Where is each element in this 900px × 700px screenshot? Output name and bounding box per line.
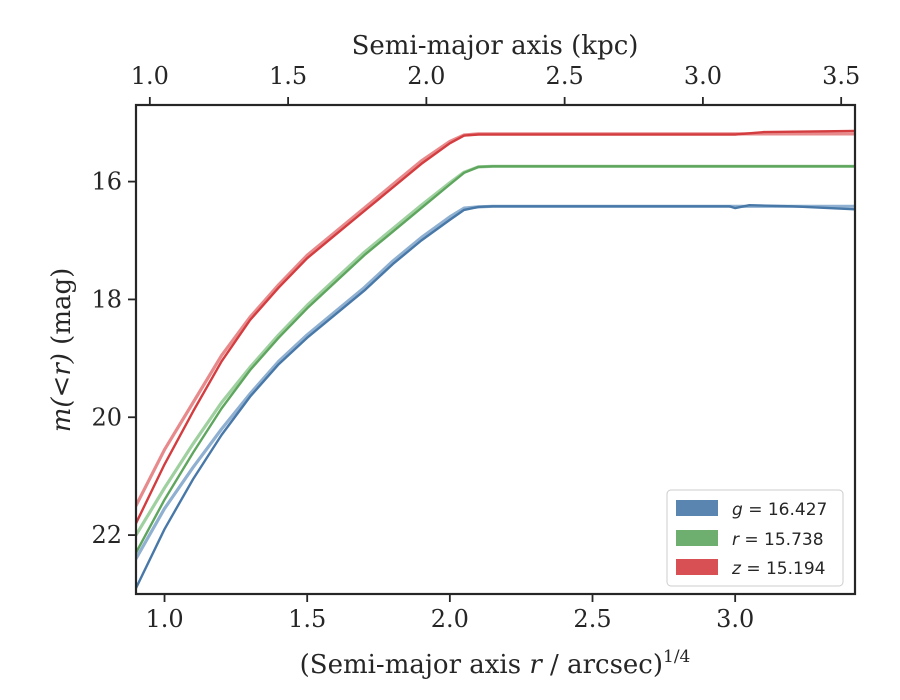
- x-axis-label-suffix: / arcsec): [542, 650, 663, 680]
- top-x-tick-label: 1.0: [131, 62, 169, 90]
- y-axis-label-open: (<: [47, 376, 77, 408]
- top-x-tick-label: 2.5: [546, 62, 584, 90]
- legend-entry-g: g = 16.427: [676, 500, 827, 520]
- x-tick-label: 2.5: [573, 605, 611, 633]
- bottom-x-axis: 1.0 1.5 2.0 2.5 3.0: [145, 594, 754, 633]
- x-tick-label: 3.0: [716, 605, 754, 633]
- y-axis-label-m: m: [47, 408, 77, 433]
- y-tick-label: 16: [91, 168, 122, 196]
- top-x-tick-label: 3.0: [684, 62, 722, 90]
- legend-value-r: = 15.738: [739, 530, 824, 550]
- y-axis: 16 18 20 22: [91, 168, 136, 549]
- series-line-r: [136, 165, 855, 554]
- legend-swatch-z: [676, 559, 718, 575]
- x-axis-label-prefix: (Semi-major axis: [300, 650, 530, 680]
- y-tick-label: 22: [91, 521, 122, 549]
- y-axis-label: m(<r) (mag): [47, 268, 77, 433]
- top-x-axis-label: Semi-major axis (kpc): [352, 31, 639, 61]
- top-x-axis: 1.0 1.5 2.0 2.5 3.0 3.5: [131, 62, 860, 105]
- plot-frame: [134, 103, 857, 596]
- legend-value-g: = 16.427: [743, 500, 828, 520]
- legend-swatch-r: [676, 530, 718, 546]
- legend-swatch-g: [676, 500, 718, 516]
- model-line-r: [136, 164, 855, 537]
- legend-value-z: = 15.194: [741, 559, 826, 579]
- top-x-tick-label: 1.5: [269, 62, 307, 90]
- legend-label-g: g = 16.427: [732, 500, 827, 520]
- y-tick-label: 20: [91, 403, 122, 431]
- series-layer: [136, 129, 855, 590]
- y-axis-label-close: ): [47, 353, 77, 364]
- top-x-tick-label: 2.0: [407, 62, 445, 90]
- legend-var-g: g: [732, 500, 743, 520]
- top-x-tick-label: 3.5: [822, 62, 860, 90]
- series-line-z: [136, 129, 855, 525]
- x-axis-label-exponent: 1/4: [663, 647, 690, 667]
- model-line-z: [136, 132, 855, 508]
- legend: g = 16.427 r = 15.738 z = 15.194: [666, 489, 844, 587]
- x-axis-label-var: r: [529, 650, 543, 680]
- x-tick-label: 1.5: [288, 605, 326, 633]
- legend-label-r: r = 15.738: [732, 530, 824, 550]
- legend-entry-z: z = 15.194: [676, 559, 825, 579]
- legend-var-r: r: [732, 530, 740, 550]
- x-tick-label: 2.0: [431, 605, 469, 633]
- x-tick-label: 1.0: [145, 605, 183, 633]
- legend-label-z: z = 15.194: [731, 559, 825, 579]
- series-line-g: [136, 203, 855, 590]
- y-axis-label-unit: (mag): [47, 268, 77, 353]
- x-axis-label: (Semi-major axis r / arcsec)1/4: [300, 647, 691, 680]
- legend-var-z: z: [731, 559, 742, 579]
- legend-entry-r: r = 15.738: [676, 530, 824, 550]
- y-tick-label: 18: [91, 285, 122, 313]
- y-axis-label-r: r: [47, 362, 77, 376]
